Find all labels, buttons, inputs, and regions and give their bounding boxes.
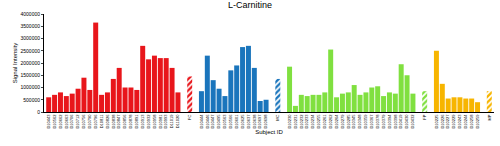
svg-text:0: 0 [37, 109, 40, 115]
svg-text:500000: 500000 [23, 97, 40, 103]
svg-text:D10697: D10697 [257, 114, 262, 129]
svg-text:D10279: D10279 [340, 114, 345, 129]
svg-text:3000000: 3000000 [21, 35, 41, 41]
svg-text:D10993: D10993 [163, 114, 168, 129]
svg-text:Subject ID: Subject ID [255, 129, 283, 135]
svg-text:D10625: D10625 [240, 114, 245, 129]
svg-text:D10601: D10601 [234, 114, 239, 129]
svg-text:D10244: D10244 [463, 114, 468, 129]
svg-text:1500000: 1500000 [21, 72, 41, 78]
svg-text:D10847: D10847 [117, 114, 122, 129]
svg-text:D10430: D10430 [404, 114, 409, 129]
svg-text:Signal Intensity: Signal Intensity [12, 43, 18, 84]
svg-text:D10229: D10229 [451, 114, 456, 129]
svg-text:D10566: D10566 [228, 114, 233, 129]
svg-text:D10638: D10638 [252, 114, 257, 129]
svg-text:D10706: D10706 [70, 114, 75, 129]
svg-text:D10262: D10262 [328, 114, 333, 129]
svg-text:D10231: D10231 [293, 114, 298, 129]
svg-text:D10345: D10345 [351, 114, 356, 129]
svg-text:D10712: D10712 [75, 114, 80, 129]
svg-text:D10958: D10958 [152, 114, 157, 129]
svg-text:D10811: D10811 [99, 114, 104, 128]
svg-text:D10230: D10230 [287, 114, 292, 129]
svg-text:2500000: 2500000 [21, 48, 41, 54]
svg-text:D10796: D10796 [93, 114, 98, 129]
svg-text:D10913: D10913 [140, 114, 145, 129]
svg-text:D10562: D10562 [52, 114, 57, 129]
svg-text:D11019: D11019 [169, 114, 174, 128]
svg-text:D10227: D10227 [445, 114, 450, 129]
svg-text:D10226: D10226 [440, 114, 445, 129]
svg-text:D10378: D10378 [375, 114, 380, 129]
svg-text:D10443: D10443 [46, 114, 51, 129]
svg-text:D10981: D10981 [158, 114, 163, 129]
svg-text:D10259: D10259 [475, 114, 480, 129]
svg-text:D10637: D10637 [246, 114, 251, 129]
svg-text:D10379: D10379 [381, 114, 386, 129]
svg-text:D10255: D10255 [316, 114, 321, 129]
svg-text:D10932: D10932 [146, 114, 151, 129]
svg-text:D10878: D10878 [128, 114, 133, 129]
svg-text:D10838: D10838 [111, 114, 116, 129]
svg-text:D10790: D10790 [87, 114, 92, 129]
svg-text:L-Carnitine: L-Carnitine [228, 0, 272, 10]
svg-text:D10398: D10398 [393, 114, 398, 129]
svg-text:D10419: D10419 [398, 114, 403, 129]
svg-text:FP: FP [422, 114, 427, 119]
svg-text:D10756: D10756 [81, 114, 86, 129]
svg-text:D10495: D10495 [216, 114, 221, 129]
svg-text:D10348: D10348 [357, 114, 362, 129]
svg-text:D10826: D10826 [105, 114, 110, 129]
svg-text:D10432: D10432 [410, 114, 415, 129]
svg-text:D10285: D10285 [346, 114, 351, 129]
svg-text:FC: FC [187, 115, 192, 120]
svg-text:D10444: D10444 [199, 114, 204, 129]
svg-text:D10447: D10447 [210, 114, 215, 129]
svg-text:D10264: D10264 [334, 114, 339, 129]
svg-text:4000000: 4000000 [21, 11, 41, 17]
svg-text:D10232: D10232 [299, 114, 304, 129]
svg-text:D10243: D10243 [457, 114, 462, 129]
svg-text:D10234: D10234 [310, 114, 315, 129]
svg-text:D10663: D10663 [64, 114, 69, 129]
svg-text:D10258: D10258 [469, 114, 474, 129]
svg-text:D10891: D10891 [134, 114, 139, 129]
svg-text:D10225: D10225 [434, 114, 439, 129]
svg-text:D10856: D10856 [122, 114, 127, 129]
svg-text:D10233: D10233 [304, 114, 309, 129]
svg-text:D10394: D10394 [387, 114, 392, 129]
svg-text:2000000: 2000000 [21, 60, 41, 66]
svg-text:D10698: D10698 [263, 114, 268, 129]
svg-text:D10662: D10662 [58, 114, 63, 129]
svg-text:D10367: D10367 [369, 114, 374, 129]
svg-text:D10446: D10446 [205, 114, 210, 129]
svg-text:D10359: D10359 [363, 114, 368, 129]
svg-text:D10261: D10261 [322, 114, 327, 129]
svg-text:D11020: D11020 [175, 114, 180, 128]
svg-text:D10563: D10563 [222, 114, 227, 129]
svg-text:MC: MC [275, 115, 280, 121]
svg-text:1000000: 1000000 [21, 84, 41, 90]
svg-text:MP: MP [487, 114, 492, 120]
svg-text:3500000: 3500000 [21, 23, 41, 29]
